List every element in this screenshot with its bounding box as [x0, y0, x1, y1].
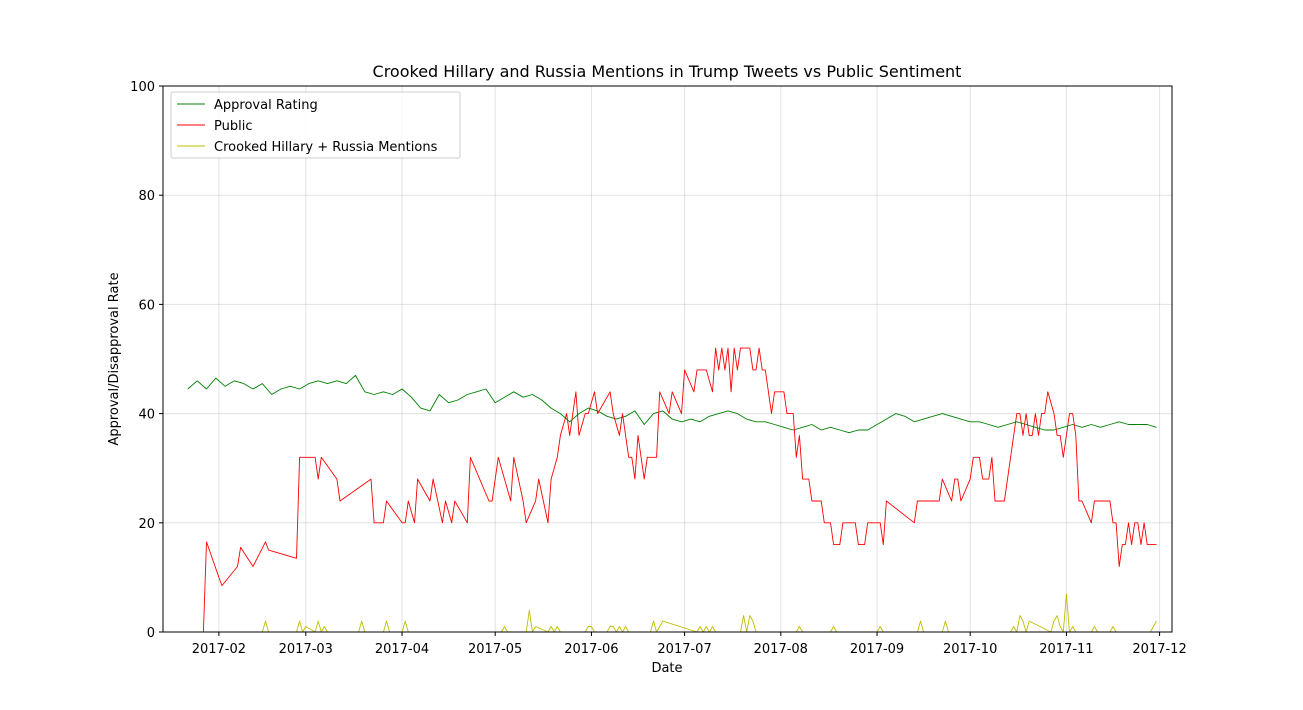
x-tick-label: 2017-11	[1039, 642, 1093, 657]
legend-box	[170, 91, 461, 159]
y-tick-label: 60	[138, 298, 155, 313]
y-tick-label: 40	[138, 408, 155, 423]
series-layer	[181, 347, 1157, 633]
x-tick-label: 2017-12	[1132, 642, 1186, 657]
x-tick-label: 2017-02	[192, 642, 246, 657]
legend: Approval Rating Public Crooked Hillary + R…	[170, 91, 461, 159]
y-tick-label: 100	[130, 80, 155, 95]
y-axis: 0 20 40 60 80 100	[130, 80, 163, 641]
x-tick-label: 2017-03	[279, 642, 333, 657]
y-tick-label: 20	[138, 517, 155, 532]
x-axis-label: Date	[651, 661, 682, 676]
legend-label-2: Crooked Hillary + Russia Mentions	[214, 140, 438, 155]
x-axis: 2017-02 2017-03 2017-04 2017-05 2017-06 2017-…	[192, 632, 1187, 657]
x-tick-label: 2017-09	[850, 642, 904, 657]
x-tick-label: 2017-07	[657, 642, 711, 657]
grid	[163, 85, 1172, 633]
series-line-1	[181, 347, 1157, 633]
legend-label-0: Approval Rating	[214, 98, 318, 113]
plot-frame	[162, 85, 1173, 633]
x-tick-label: 2017-04	[375, 642, 429, 657]
y-tick-label: 80	[138, 189, 155, 204]
y-tick-label: 0	[147, 626, 155, 641]
series-line-0	[187, 374, 1157, 434]
legend-label-1: Public	[214, 119, 252, 134]
x-tick-label: 2017-10	[943, 642, 997, 657]
x-tick-label: 2017-06	[564, 642, 618, 657]
series-line-2	[181, 593, 1157, 633]
y-axis-label: Approval/Disapproval Rate	[107, 272, 122, 445]
x-tick-label: 2017-05	[468, 642, 522, 657]
chart-title: Crooked Hillary and Russia Mentions in T…	[373, 62, 962, 81]
x-tick-label: 2017-08	[754, 642, 808, 657]
